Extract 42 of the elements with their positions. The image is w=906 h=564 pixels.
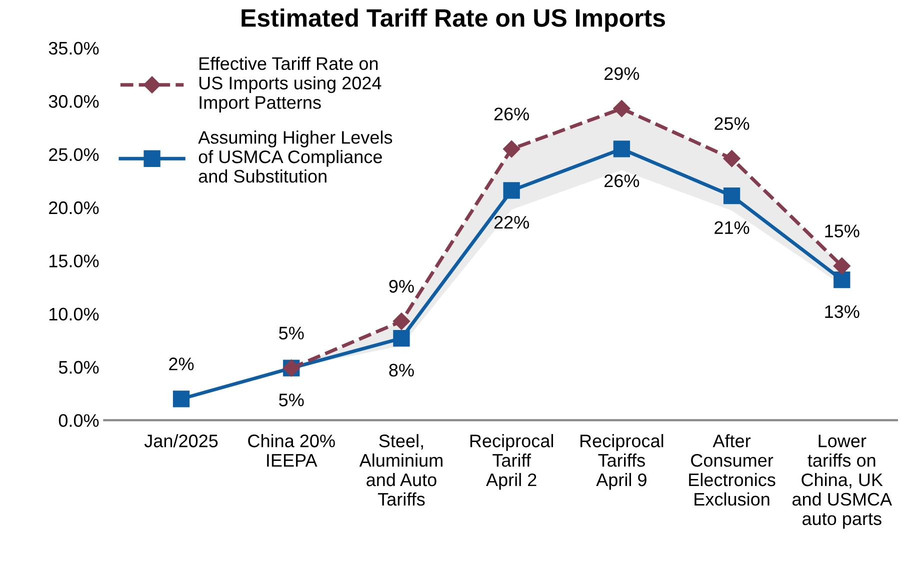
x-tick-label: Reciprocal Tariff April 2: [470, 434, 554, 490]
data-label: 15%: [825, 224, 860, 238]
data-label: 2%: [169, 358, 194, 370]
point: [723, 187, 740, 204]
y-tick-label: 15.0%: [50, 254, 99, 268]
point: [834, 271, 850, 288]
y-tick-label: 25.0%: [49, 148, 99, 162]
x-tick-label: After Consumer Electronics Exclusion: [689, 434, 776, 506]
y-tick-label: 10.0%: [50, 308, 99, 321]
legend-label: Assuming Higher Levels of USMCA Compliance and Substitution: [198, 130, 392, 183]
legend-label: Effective Tariff Rate on US Imports using 2024 Import Patterns: [199, 56, 382, 112]
y-tick-label: 5.0%: [58, 360, 99, 374]
point: [172, 390, 190, 408]
point: [723, 150, 740, 168]
x-tick-label: Steel, Aluminium and Auto Tariffs: [359, 434, 442, 506]
data-label: 29%: [604, 67, 640, 80]
y-tick-label: 35.0%: [48, 42, 99, 55]
point: [503, 182, 520, 199]
point: [613, 140, 630, 158]
y-tick-label: 0.0%: [58, 414, 99, 427]
data-label: 21%: [714, 221, 750, 234]
data-label: 22%: [494, 216, 530, 229]
y-tick-label: 30.0%: [48, 95, 99, 108]
data-label: 26%: [494, 108, 530, 120]
data-label: 8%: [389, 364, 414, 377]
point: [503, 140, 520, 158]
data-label: 13%: [825, 305, 860, 318]
x-tick-label: China 20% IEEPA: [248, 434, 335, 467]
x-tick-label: Lower tariffs on China, UK and USMCA auto parts: [792, 434, 892, 529]
chart-title: Estimated Tariff Rate on US Imports: [242, 8, 665, 32]
x-tick-label: Reciprocal Tariffs April 9: [580, 434, 664, 490]
point: [392, 312, 410, 330]
data-label: 9%: [389, 280, 414, 293]
point: [393, 330, 410, 347]
point: [833, 257, 850, 275]
data-label: 5%: [279, 394, 304, 406]
data-label: 5%: [279, 326, 304, 340]
y-tick-label: 20.0%: [49, 201, 99, 214]
data-label: 25%: [714, 117, 750, 130]
x-tick-label: Jan/2025: [144, 434, 218, 448]
point: [613, 100, 630, 118]
data-label: 26%: [604, 174, 640, 188]
